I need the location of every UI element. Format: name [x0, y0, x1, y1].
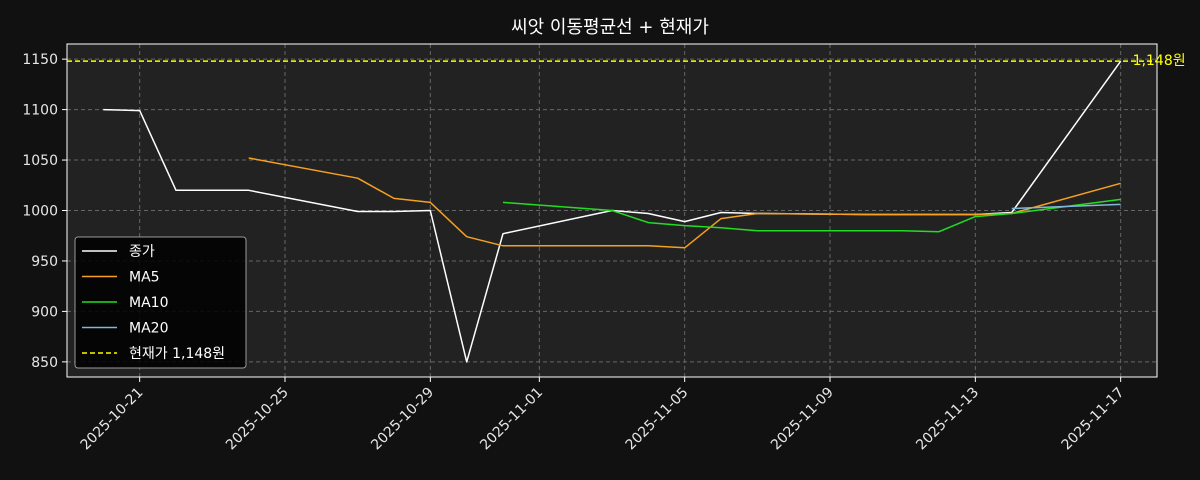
legend-label: MA5: [129, 270, 160, 286]
price-annotation: 1,148원: [1133, 53, 1186, 69]
y-tick-label: 1050: [22, 153, 58, 169]
y-tick-label: 850: [31, 355, 58, 371]
legend-label: 현재가 1,148원: [129, 346, 225, 362]
y-tick-label: 1000: [22, 204, 58, 220]
y-tick-label: 1150: [22, 52, 58, 68]
legend: 종가 MA5 MA10 MA20 현재가 1,148원: [74, 236, 247, 369]
series-layer: [67, 60, 1157, 363]
series-line-ma10: [502, 198, 1121, 233]
legend-box: [74, 236, 247, 369]
y-tick-label: 1100: [22, 103, 58, 119]
legend-label: MA20: [129, 321, 168, 337]
series-line-ma5: [248, 157, 1121, 249]
chart-title: 씨앗 이동평균선 + 현재가: [511, 17, 709, 38]
y-tick-label: 900: [31, 304, 58, 320]
legend-label: MA10: [129, 295, 168, 311]
y-tick-label: 950: [31, 254, 58, 270]
series-line-ma20: [1011, 203, 1121, 210]
legend-label: 종가: [129, 244, 155, 260]
